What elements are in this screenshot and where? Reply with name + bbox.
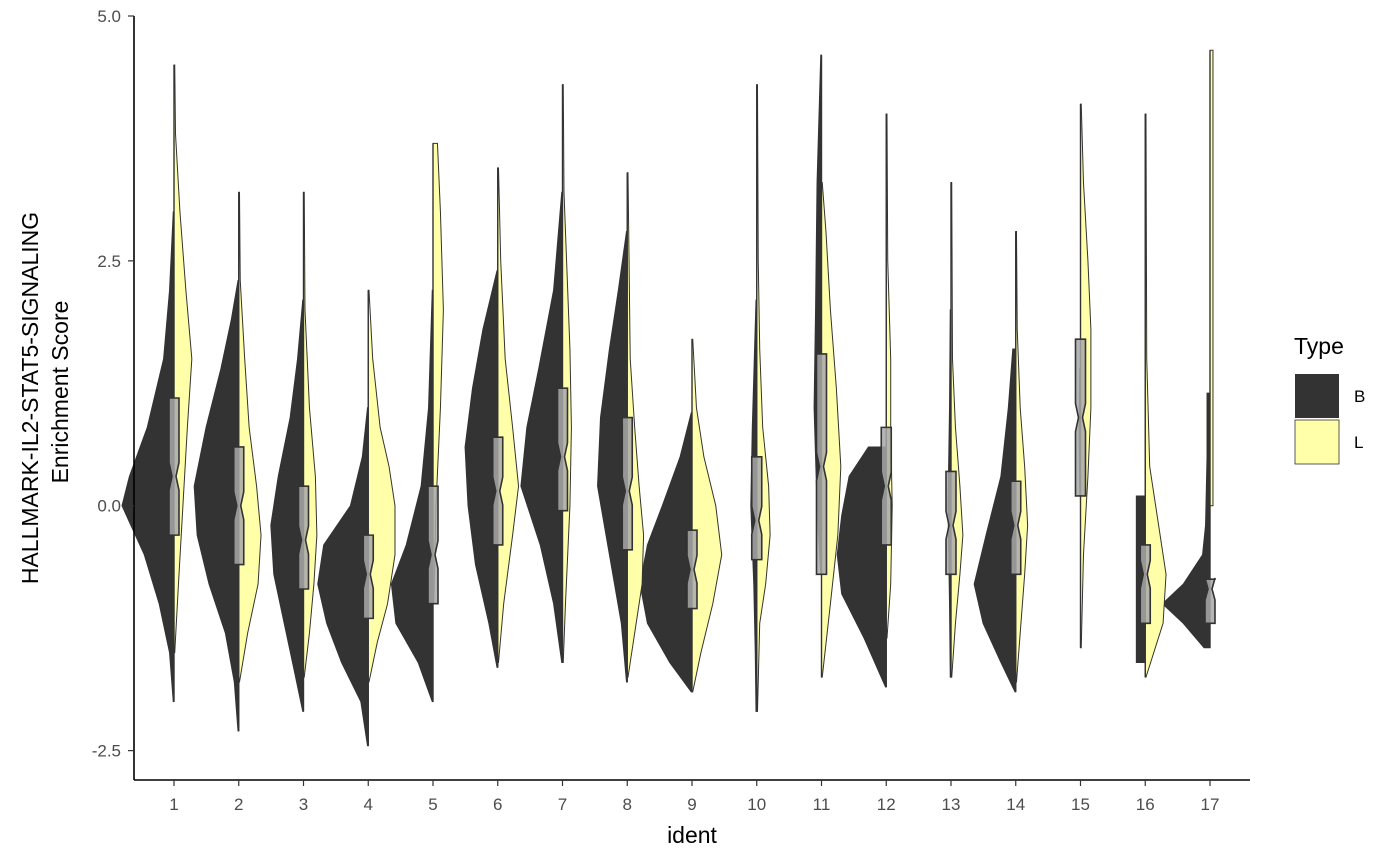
x-tick-label: 16 [1136,795,1155,814]
y-tick-label: 2.5 [97,252,121,271]
boxplots [168,338,1216,625]
violin-b-7 [520,191,564,663]
x-tick-label: 2 [234,795,243,814]
violin-shape [885,113,893,639]
violin-shape [173,64,193,654]
violin-l-13 [950,182,964,678]
violin-shape [520,191,563,663]
violin-shape [950,182,964,678]
legend-title: Type [1294,333,1344,359]
legend-key-b [1295,374,1339,418]
violin-b-12 [836,446,887,688]
violin-l-17 [1209,49,1214,507]
x-tick-label: 8 [623,795,632,814]
violin-l-1 [173,64,193,654]
boxplot-15 [1074,338,1087,497]
x-tick-label: 15 [1071,795,1090,814]
violin-shape [1161,392,1211,649]
boxplot-14 [1009,480,1022,576]
y-axis-title-line-1: HALLMARK-IL2-STAT5-SIGNALING [17,212,43,584]
violin-b-2 [193,279,240,732]
boxplot-1 [168,397,180,536]
violin-shape [973,348,1017,693]
boxplot-6 [491,436,504,546]
violin-l-7 [561,84,572,663]
violin-l-12 [885,113,893,639]
x-tick-label: 13 [942,795,961,814]
x-tick-label: 7 [558,795,567,814]
violin-shape [390,289,434,703]
y-axis-title-line-2: Enrichment Score [47,301,73,484]
boxplot-4 [362,534,375,620]
legend-key-l [1294,419,1340,465]
y-tick-label: 5.0 [97,7,121,26]
x-ticks: 1 2 3 4 5 6 7 8 9 10 11 12 13 14 15 16 17 [169,780,1219,814]
boxplot-8 [621,416,634,551]
violin-shape [317,407,369,747]
legend-label-b: B [1354,387,1365,406]
x-tick-label: 3 [299,795,308,814]
violin-b-4 [317,407,369,747]
violin-b-5 [390,289,434,703]
violin-shape [303,191,318,678]
y-tick-label: -2.5 [92,742,121,761]
legend-label-l: L [1354,433,1363,452]
boxplot-3 [297,485,310,590]
legend-item-l: L [1294,419,1363,465]
axes: -2.50.02.55.0 1 2 3 4 5 6 7 8 9 10 11 12 13 14 15 16 17 … [17,7,1250,848]
boxplot-16 [1139,544,1152,625]
boxplot-7 [556,387,569,512]
violin-b-9 [639,412,693,693]
violin-shape [639,412,693,693]
x-tick-label: 4 [364,795,373,814]
x-tick-label: 9 [687,795,696,814]
violin-shape [497,167,520,663]
boxplot-13 [945,470,957,576]
violin-shape [367,289,396,683]
legend-item-b: B [1295,374,1365,418]
x-tick-label: 10 [747,795,766,814]
violin-b-1 [121,211,175,703]
x-tick-label: 17 [1201,795,1220,814]
boxplot-2 [232,446,245,566]
violin-l-2 [238,191,262,683]
violin-l-6 [497,167,520,663]
y-tick-label: 0.0 [97,497,121,516]
y-ticks: -2.5 0.0 2.5 5.0 [92,7,134,761]
x-tick-label: 14 [1006,795,1025,814]
boxplot-10 [750,455,763,561]
violin-shape [562,84,572,663]
violin-b-14 [973,348,1017,693]
x-tick-label: 11 [813,795,831,814]
x-tick-label: 12 [877,795,896,814]
x-tick-label: 5 [428,795,437,814]
legend: Type B L [1294,333,1365,465]
boxplot-5 [427,485,439,605]
violin-l-9 [691,338,723,693]
violin-l-4 [367,289,396,683]
violin-l-14 [1015,230,1029,683]
boxplot-12 [880,426,893,546]
y-axis-title: HALLMARK-IL2-STAT5-SIGNALING Enrichment … [17,212,73,584]
violin-shape [691,338,723,693]
boxplot-17 [1204,577,1216,625]
violin-l-10 [756,84,771,712]
violin-shape [121,211,175,703]
boxplot-9 [686,529,698,610]
x-axis-title: ident [667,822,717,848]
violin-shape [836,446,887,688]
violin-shape [756,84,771,712]
violin-shape [238,191,262,683]
violin-shape [1015,230,1029,683]
violin-l-3 [302,191,318,678]
boxplot-11 [815,353,828,576]
plot-area [121,49,1216,747]
violin-b-17 [1161,392,1211,649]
x-tick-label: 6 [493,795,502,814]
x-tick-label: 1 [169,795,178,814]
violin-shape [193,279,240,732]
